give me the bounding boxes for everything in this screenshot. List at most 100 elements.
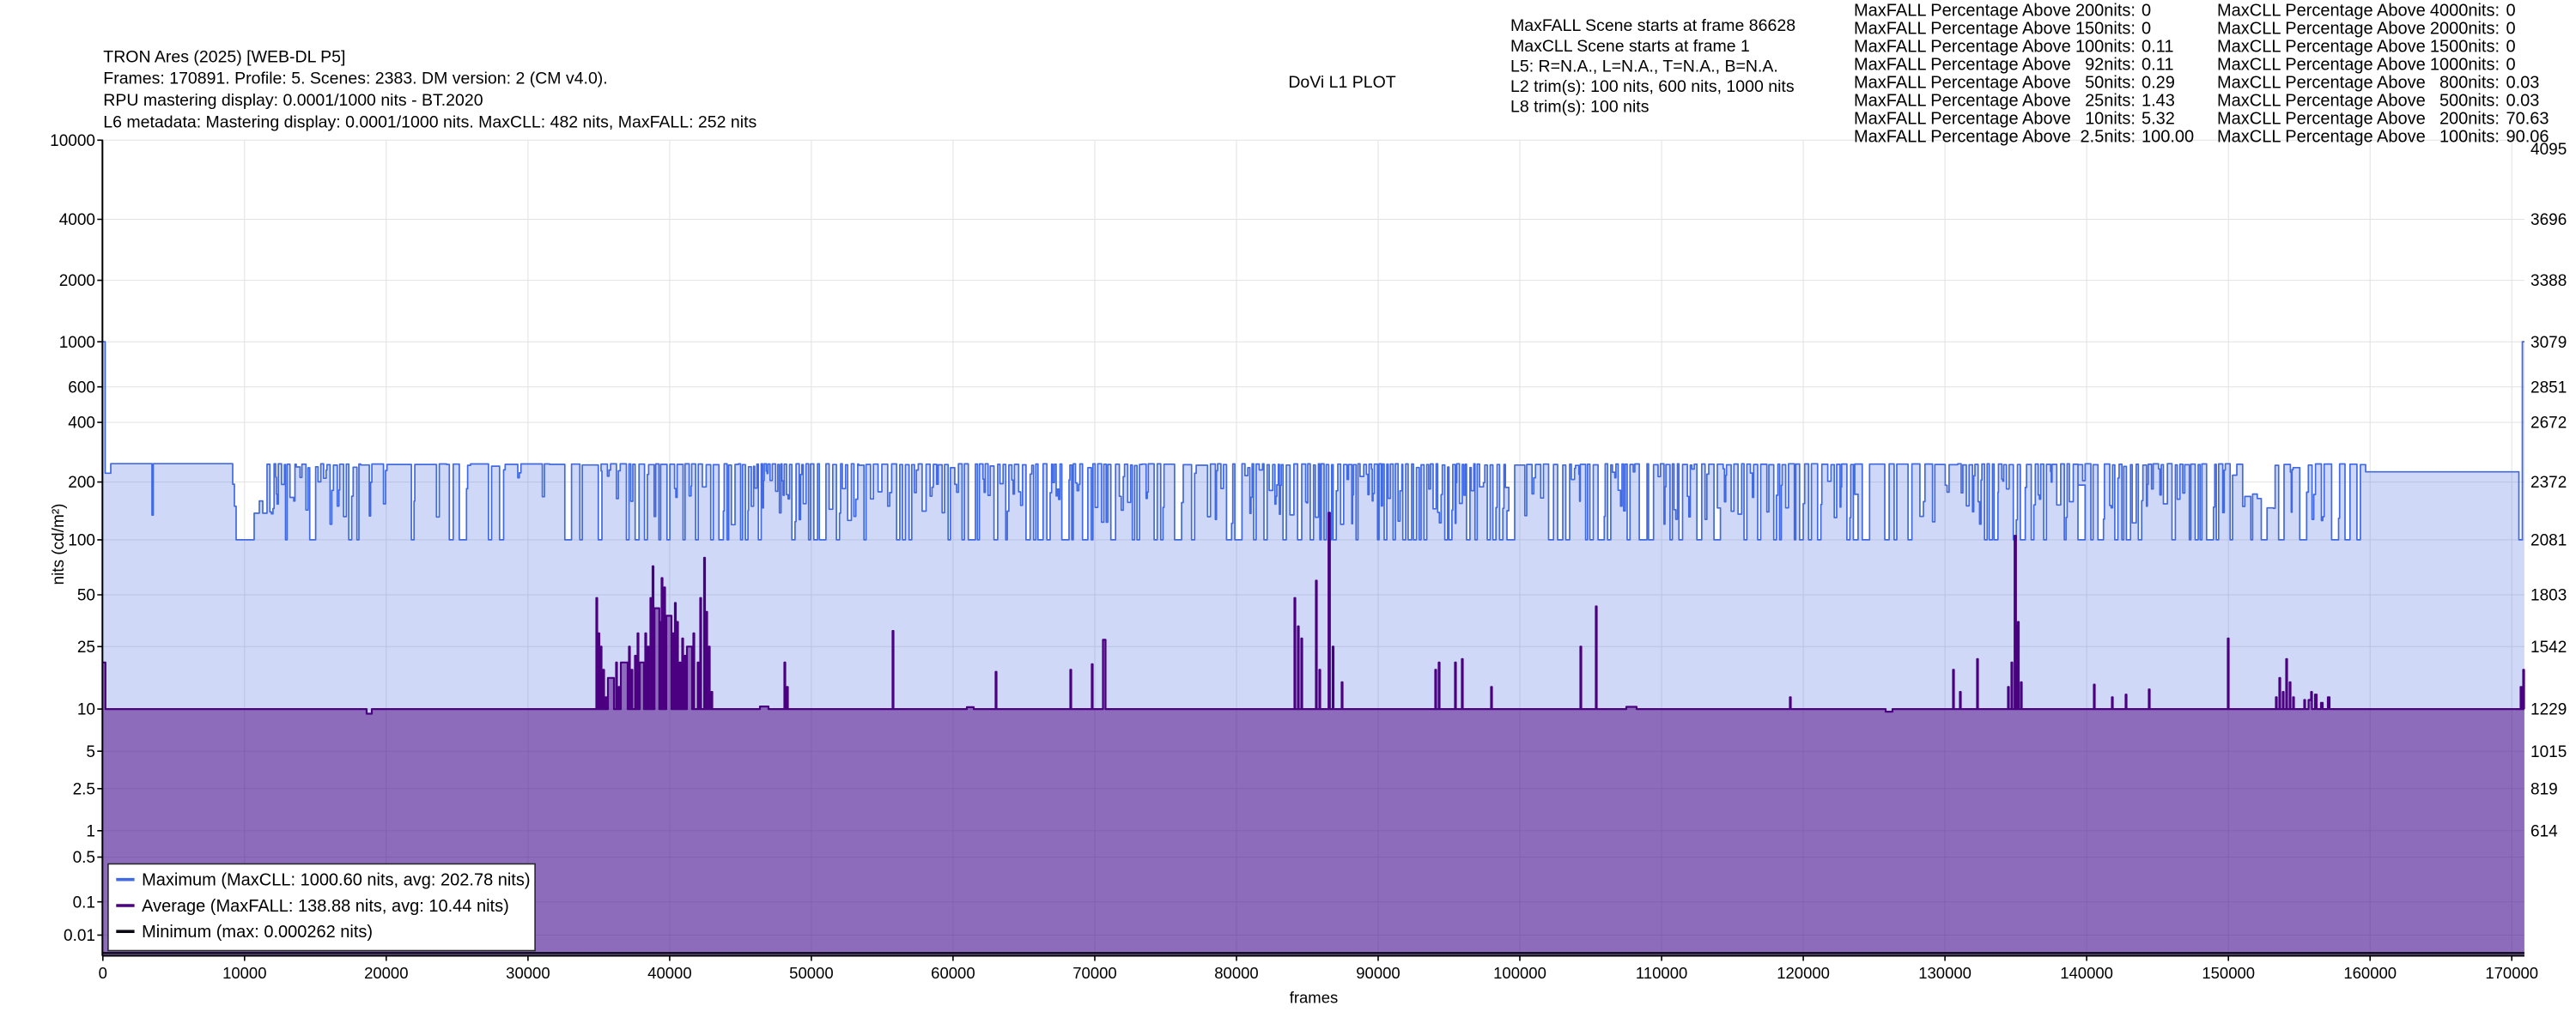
svg-text:MaxCLL Percentage Above: MaxCLL Percentage Above xyxy=(2217,92,2426,111)
svg-text:MaxFALL Percentage Above: MaxFALL Percentage Above xyxy=(1854,38,2071,57)
svg-text:5: 5 xyxy=(86,743,95,761)
svg-text:1.43: 1.43 xyxy=(2142,92,2175,111)
svg-text:MaxFALL Scene starts at frame: MaxFALL Scene starts at frame 86628 xyxy=(1510,16,1795,35)
svg-text:MaxFALL Percentage Above: MaxFALL Percentage Above xyxy=(1854,92,2071,111)
svg-text:0.01: 0.01 xyxy=(64,927,95,945)
svg-text:nits (cd/m²): nits (cd/m²) xyxy=(50,504,68,585)
svg-text:60000: 60000 xyxy=(931,964,975,982)
svg-text:0.11: 0.11 xyxy=(2142,38,2173,57)
svg-text:10000: 10000 xyxy=(50,132,95,150)
svg-text:100nits:: 100nits: xyxy=(2439,128,2500,147)
svg-text:10nits:: 10nits: xyxy=(2085,110,2136,129)
svg-text:MaxCLL Percentage Above: MaxCLL Percentage Above xyxy=(2217,74,2426,93)
svg-text:1000nits:: 1000nits: xyxy=(2430,56,2500,75)
svg-text:0: 0 xyxy=(2142,20,2151,39)
svg-text:400: 400 xyxy=(68,415,95,433)
svg-text:30000: 30000 xyxy=(506,964,550,982)
svg-text:70.63: 70.63 xyxy=(2506,110,2549,129)
svg-text:3388: 3388 xyxy=(2530,272,2567,290)
svg-text:2.5nits:: 2.5nits: xyxy=(2081,128,2136,147)
svg-text:MaxFALL Percentage Above: MaxFALL Percentage Above xyxy=(1854,2,2071,21)
svg-text:50: 50 xyxy=(77,587,95,605)
svg-text:L5: R=N.A., L=N.A., T=N.A., B=: L5: R=N.A., L=N.A., T=N.A., B=N.A. xyxy=(1510,57,1778,76)
svg-text:1: 1 xyxy=(86,822,95,840)
svg-text:2000: 2000 xyxy=(59,272,95,290)
svg-text:1015: 1015 xyxy=(2530,743,2567,761)
svg-text:MaxCLL Percentage Above: MaxCLL Percentage Above xyxy=(2217,56,2426,75)
svg-text:1803: 1803 xyxy=(2530,587,2567,605)
svg-text:TRON Ares (2025) [WEB-DL P5]: TRON Ares (2025) [WEB-DL P5] xyxy=(103,47,345,66)
svg-text:500nits:: 500nits: xyxy=(2439,92,2500,111)
svg-text:RPU mastering display: 0.0001/: RPU mastering display: 0.0001/1000 nits … xyxy=(103,91,483,110)
svg-text:4095: 4095 xyxy=(2530,141,2567,159)
svg-text:Maximum (MaxCLL: 1000.60 nits,: Maximum (MaxCLL: 1000.60 nits, avg: 202.… xyxy=(142,871,530,890)
svg-text:5.32: 5.32 xyxy=(2142,110,2175,129)
svg-text:170000: 170000 xyxy=(2485,964,2538,982)
svg-text:600: 600 xyxy=(68,379,95,397)
svg-text:MaxFALL Percentage Above: MaxFALL Percentage Above xyxy=(1854,74,2071,93)
svg-text:MaxCLL Percentage Above: MaxCLL Percentage Above xyxy=(2217,128,2426,147)
svg-text:1229: 1229 xyxy=(2530,701,2567,719)
svg-text:92nits:: 92nits: xyxy=(2085,56,2136,75)
svg-text:0: 0 xyxy=(2506,20,2516,39)
svg-text:1500nits:: 1500nits: xyxy=(2430,38,2500,57)
svg-text:150000: 150000 xyxy=(2202,964,2255,982)
svg-text:0.11: 0.11 xyxy=(2142,56,2173,75)
svg-text:100.00: 100.00 xyxy=(2142,128,2194,147)
svg-text:MaxCLL Percentage Above: MaxCLL Percentage Above xyxy=(2217,20,2426,39)
svg-text:100: 100 xyxy=(68,532,95,550)
svg-text:Average (MaxFALL: 138.88 nits,: Average (MaxFALL: 138.88 nits, avg: 10.4… xyxy=(142,897,509,916)
svg-text:70000: 70000 xyxy=(1072,964,1116,982)
svg-text:200: 200 xyxy=(68,474,95,492)
svg-text:2372: 2372 xyxy=(2530,474,2567,492)
svg-text:MaxFALL Percentage Above: MaxFALL Percentage Above xyxy=(1854,128,2071,147)
svg-text:3079: 3079 xyxy=(2530,334,2567,352)
svg-text:MaxCLL Percentage Above: MaxCLL Percentage Above xyxy=(2217,110,2426,129)
svg-text:200nits:: 200nits: xyxy=(2075,2,2136,21)
svg-text:L6 metadata: Mastering display: L6 metadata: Mastering display: 0.0001/1… xyxy=(103,112,756,131)
svg-text:2851: 2851 xyxy=(2530,379,2567,397)
svg-text:0: 0 xyxy=(2506,2,2516,21)
svg-text:160000: 160000 xyxy=(2343,964,2397,982)
svg-text:L2 trim(s): 100 nits, 600 nits: L2 trim(s): 100 nits, 600 nits, 1000 nit… xyxy=(1510,77,1795,96)
svg-text:10000: 10000 xyxy=(222,964,266,982)
svg-text:50000: 50000 xyxy=(789,964,833,982)
svg-text:100nits:: 100nits: xyxy=(2075,38,2136,57)
svg-text:0: 0 xyxy=(2506,38,2516,57)
svg-text:0.03: 0.03 xyxy=(2506,92,2540,111)
svg-text:120000: 120000 xyxy=(1777,964,1830,982)
svg-text:50nits:: 50nits: xyxy=(2085,74,2136,93)
svg-text:L8 trim(s): 100 nits: L8 trim(s): 100 nits xyxy=(1510,97,1649,116)
svg-text:MaxCLL Percentage Above: MaxCLL Percentage Above xyxy=(2217,2,2426,21)
svg-text:200nits:: 200nits: xyxy=(2439,110,2500,129)
svg-text:1542: 1542 xyxy=(2530,639,2567,657)
svg-text:130000: 130000 xyxy=(1918,964,1971,982)
svg-text:20000: 20000 xyxy=(364,964,408,982)
svg-text:25: 25 xyxy=(77,639,95,657)
svg-text:614: 614 xyxy=(2530,822,2558,840)
svg-text:819: 819 xyxy=(2530,780,2558,798)
svg-text:MaxCLL Scene starts at frame 1: MaxCLL Scene starts at frame 1 xyxy=(1510,37,1750,56)
svg-text:3696: 3696 xyxy=(2530,211,2567,229)
svg-text:DoVi L1 PLOT: DoVi L1 PLOT xyxy=(1288,73,1395,92)
svg-text:150nits:: 150nits: xyxy=(2075,20,2136,39)
svg-text:0: 0 xyxy=(2142,2,2151,21)
svg-text:25nits:: 25nits: xyxy=(2085,92,2136,111)
svg-text:1000: 1000 xyxy=(59,334,95,352)
svg-text:MaxFALL Percentage Above: MaxFALL Percentage Above xyxy=(1854,56,2071,75)
svg-text:140000: 140000 xyxy=(2060,964,2113,982)
svg-text:90000: 90000 xyxy=(1356,964,1400,982)
svg-text:Frames: 170891. Profile: 5. Sc: Frames: 170891. Profile: 5. Scenes: 2383… xyxy=(103,70,607,88)
svg-text:MaxCLL Percentage Above: MaxCLL Percentage Above xyxy=(2217,38,2426,57)
svg-text:10: 10 xyxy=(77,701,95,719)
svg-text:0: 0 xyxy=(2506,56,2516,75)
svg-text:80000: 80000 xyxy=(1214,964,1258,982)
svg-text:4000: 4000 xyxy=(59,211,95,229)
svg-text:frames: frames xyxy=(1290,988,1339,1006)
svg-text:2081: 2081 xyxy=(2530,532,2567,550)
svg-text:110000: 110000 xyxy=(1636,964,1687,982)
svg-text:0.03: 0.03 xyxy=(2506,74,2540,93)
svg-text:800nits:: 800nits: xyxy=(2439,74,2500,93)
svg-text:2.5: 2.5 xyxy=(73,780,95,798)
svg-text:90.06: 90.06 xyxy=(2506,128,2549,147)
